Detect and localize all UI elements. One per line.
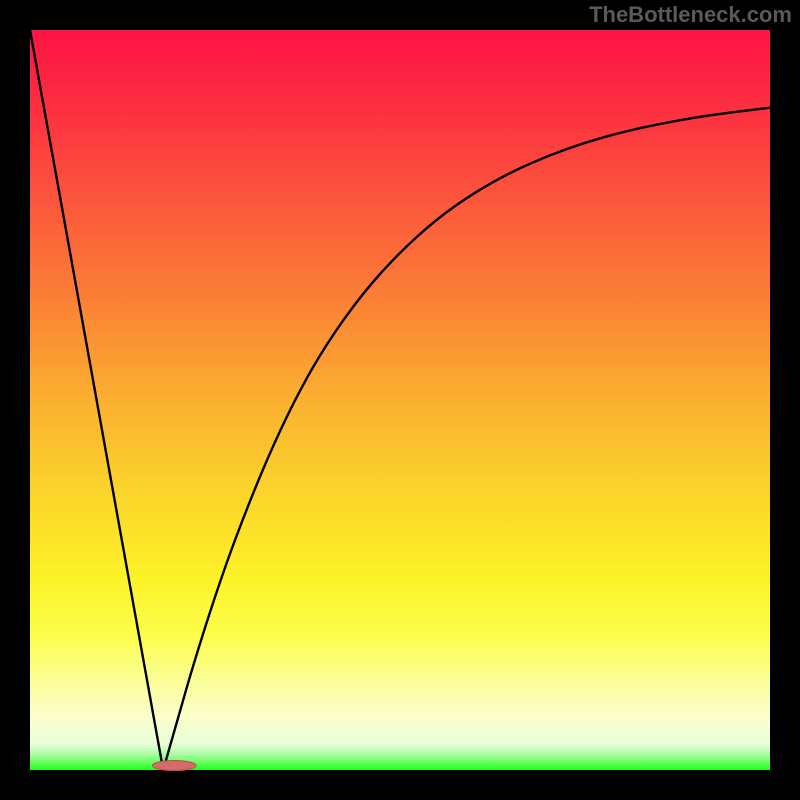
optimal-range-marker xyxy=(152,761,196,771)
plot-background xyxy=(30,30,770,770)
chart-container: TheBottleneck.com xyxy=(0,0,800,800)
bottleneck-curve-chart xyxy=(0,0,800,800)
watermark-text: TheBottleneck.com xyxy=(589,2,792,28)
